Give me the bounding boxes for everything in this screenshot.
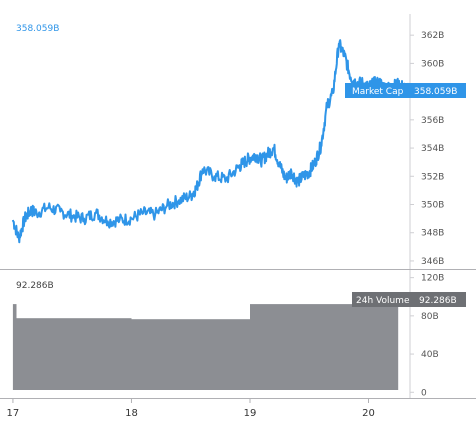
time-axis: 17 18 19 20: [7, 398, 375, 419]
volume-bar: [250, 304, 399, 390]
current-market-cap-label: 358.059B: [16, 24, 59, 34]
chart-frame: [0, 14, 476, 399]
market-cap-tag-name: Market Cap: [352, 87, 404, 97]
price-tick-label: 360B: [421, 59, 444, 69]
market-cap-panel[interactable]: [11, 39, 411, 244]
price-tick-label: 352B: [421, 172, 444, 182]
market-cap-line[interactable]: [11, 39, 411, 244]
time-tick-label: 18: [125, 408, 138, 419]
time-tick-label: 19: [244, 408, 257, 419]
price-tick-label: 346B: [421, 257, 444, 267]
market-cap-tag: Market Cap 358.059B: [345, 83, 466, 98]
volume-tick-label: 40B: [421, 350, 439, 360]
price-tick-label: 348B: [421, 229, 444, 239]
current-volume-label: 92.286B: [16, 281, 54, 291]
time-tick-label: 17: [7, 408, 20, 419]
volume-tag-name: 24h Volume: [356, 296, 410, 306]
volume-panel[interactable]: [12, 304, 399, 390]
market-cap-tag-value: 358.059B: [414, 87, 457, 97]
volume-bar: [131, 319, 250, 390]
price-tick-label: 354B: [421, 144, 444, 154]
time-tick-label: 20: [362, 408, 375, 419]
volume-tick-label: 0: [421, 388, 427, 398]
volume-bar: [12, 304, 17, 390]
volume-tag: 24h Volume 92.286B: [352, 292, 466, 307]
volume-tag-value: 92.286B: [419, 296, 457, 306]
price-tick-label: 362B: [421, 31, 444, 41]
volume-axis: 0 40B 80B 120B: [410, 274, 444, 398]
volume-bar: [16, 318, 132, 390]
price-tick-label: 356B: [421, 116, 444, 126]
volume-tick-label: 120B: [421, 274, 444, 284]
volume-tick-label: 80B: [421, 312, 439, 322]
market-cap-axis: 346B348B350B352B354B356B358B360B362B: [410, 31, 444, 267]
price-tick-label: 350B: [421, 201, 444, 211]
